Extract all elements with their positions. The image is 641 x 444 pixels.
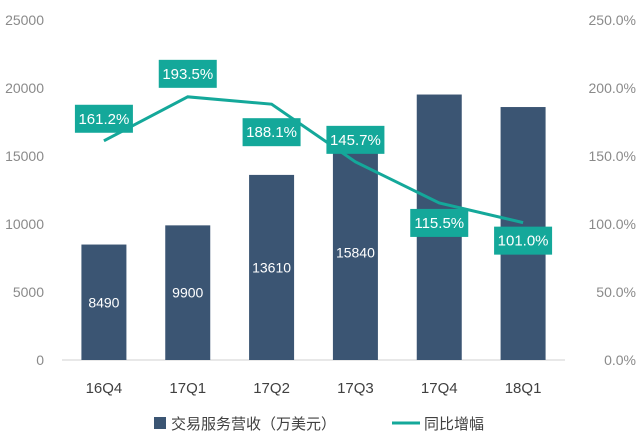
x-axis-category: 17Q2 [253,380,290,397]
growth-value-label: 188.1% [246,124,297,141]
x-axis-category: 16Q4 [86,380,123,397]
right-axis-tick: 200.0% [589,80,636,96]
left-axis-ticks: 0 5000 10000 15000 20000 25000 [5,12,44,368]
left-axis-tick: 25000 [5,12,44,28]
legend: 交易服务营收（万美元） 同比增幅 [154,415,484,433]
legend-bar-label: 交易服务营收（万美元） [171,415,336,433]
bar-17Q3 [332,144,378,360]
x-axis-category: 17Q4 [421,380,458,397]
growth-label-box [242,118,301,147]
growth-label-box [410,208,469,237]
right-axis-tick: 150.0% [589,148,636,164]
growth-value-label: 193.5% [162,66,213,83]
growth-label-box [158,59,217,88]
left-axis-tick: 0 [36,352,44,368]
bar-value-label: 15840 [336,244,375,260]
growth-label-box [74,104,133,133]
growth-line [103,95,524,225]
growth-value-label: 145.7% [330,132,381,149]
right-axis-tick: 250.0% [589,12,636,28]
left-axis-tick: 20000 [5,80,44,96]
bar-16Q4 [81,244,127,360]
left-axis-tick: 5000 [13,284,44,300]
x-axis-category: 18Q1 [505,380,542,397]
growth-value-label: 115.5% [414,215,464,232]
right-axis-tick: 100.0% [589,216,636,232]
growth-label-box [494,226,553,255]
x-axis-category: 17Q1 [169,380,206,397]
growth-value-label: 161.2% [78,111,129,128]
right-axis-ticks: 0.0% 50.0% 100.0% 150.0% 200.0% 250.0% [589,12,636,368]
bar-value-label: 13610 [252,259,291,275]
legend-bar-swatch [154,417,166,429]
right-axis-tick: 0.0% [604,352,636,368]
bar-17Q2 [249,174,295,360]
x-axis-category: 17Q3 [337,380,374,397]
right-axis-tick: 50.0% [596,284,636,300]
left-axis-tick: 10000 [5,216,44,232]
bar-value-label: 8490 [88,294,119,310]
bar-value-label: 9900 [172,285,203,301]
left-axis-tick: 15000 [5,148,44,164]
bar-17Q1 [165,225,211,360]
x-axis-categories: 16Q4 17Q1 17Q2 17Q3 17Q4 18Q1 [86,380,542,397]
growth-line-labels: 161.2% 193.5% 188.1% 145.7% 115.5% 101.0% [74,59,553,255]
legend-line-label: 同比增幅 [424,416,484,433]
growth-label-box [326,125,385,154]
growth-value-label: 101.0% [498,233,549,250]
